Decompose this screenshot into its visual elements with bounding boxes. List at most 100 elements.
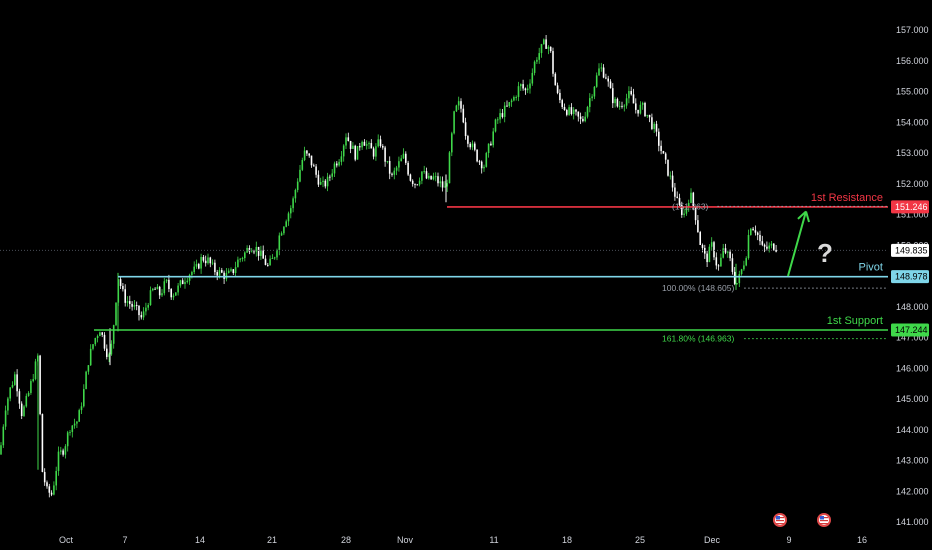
candle-320	[736, 283, 738, 285]
x-tick-label: Oct	[59, 535, 74, 545]
candle-117	[269, 255, 271, 266]
y-tick-label: 155.000	[896, 87, 929, 97]
svg-text:151.246: 151.246	[895, 202, 928, 212]
candle-60	[138, 305, 140, 321]
y-tick-label: 153.000	[896, 148, 929, 158]
candle-96	[221, 267, 223, 274]
candle-189	[434, 172, 437, 182]
candle-292	[671, 170, 674, 192]
candle-175	[402, 148, 405, 160]
y-tick-label: 148.000	[896, 302, 929, 312]
candle-205	[471, 140, 474, 151]
candle-306	[704, 244, 706, 259]
us-flag-icon[interactable]	[817, 513, 831, 527]
candle-256	[589, 93, 591, 113]
pivot-level[interactable]: Pivot	[118, 262, 888, 278]
candle-268	[616, 97, 619, 108]
candle-172	[395, 165, 398, 176]
candle-35	[80, 402, 83, 414]
candle-227	[522, 79, 524, 91]
candle-286	[658, 128, 660, 152]
candle-168	[386, 160, 389, 164]
resistance-level[interactable]: 1st Resistance	[447, 192, 888, 208]
y-tick-label: 141.000	[896, 517, 929, 527]
candle-36	[83, 384, 85, 408]
candle-137	[315, 164, 317, 178]
x-tick-label: Dec	[704, 535, 721, 545]
candle-216	[497, 117, 499, 124]
candle-218	[501, 109, 504, 119]
candle-295	[678, 193, 681, 207]
candle-325	[747, 229, 750, 260]
candle-85	[195, 259, 198, 269]
candle-234	[538, 47, 540, 64]
candle-324	[745, 256, 747, 267]
candle-312	[717, 264, 720, 271]
candle-271	[623, 104, 626, 112]
candle-229	[526, 84, 529, 94]
us-flag-icon[interactable]	[773, 513, 787, 527]
svg-text:147.244: 147.244	[895, 325, 928, 335]
candle-207	[476, 149, 478, 163]
candle-22	[50, 490, 53, 497]
candle-273	[628, 86, 630, 104]
candle-72	[165, 278, 168, 284]
candle-266	[612, 83, 614, 108]
candle-3	[7, 396, 9, 415]
candle-290	[667, 159, 669, 177]
candle-144	[331, 169, 333, 180]
candle-84	[193, 261, 195, 275]
candle-169	[388, 156, 391, 180]
candle-275	[632, 88, 635, 104]
candle-248	[570, 103, 573, 116]
pivot-label: Pivot	[859, 262, 883, 274]
candle-151	[347, 132, 350, 142]
candle-32	[73, 418, 76, 429]
candle-91	[209, 256, 212, 268]
candle-139	[319, 177, 322, 186]
y-axis[interactable]: 157.000 156.000 155.000 154.000 153.000 152.0…	[891, 25, 929, 527]
candle-199	[457, 96, 460, 110]
y-tick-label: 154.000	[896, 117, 929, 127]
candle-89	[204, 255, 207, 267]
candle-55	[126, 296, 129, 307]
candle-30	[69, 429, 71, 436]
candle-69	[158, 285, 161, 299]
candle-28	[64, 444, 67, 459]
candle-277	[637, 109, 639, 117]
candle-335	[770, 241, 773, 249]
candle-254	[584, 111, 586, 123]
candle-237	[545, 35, 547, 50]
candle-160	[368, 141, 370, 150]
candle-259	[595, 72, 598, 88]
candle-142	[326, 172, 329, 192]
candle-265	[609, 79, 612, 89]
candle-298	[685, 206, 688, 216]
fib-level-2: 161.80% (146.963)	[662, 334, 888, 344]
candle-146	[336, 161, 338, 168]
candle-322	[740, 268, 743, 276]
x-axis[interactable]: Oct 7 14 21 28 Nov 11 18 25 Dec 9 16	[59, 535, 867, 545]
fib-label: (151.263)	[672, 201, 709, 211]
y-tick-label: 157.000	[896, 25, 929, 35]
candle-332	[763, 243, 766, 253]
resistance-label: 1st Resistance	[811, 192, 883, 204]
event-markers[interactable]	[773, 513, 831, 527]
candle-148	[340, 150, 343, 166]
support-level[interactable]: 1st Support	[94, 315, 888, 331]
candle-54	[124, 284, 126, 307]
candle-287	[660, 140, 662, 155]
candle-317	[729, 249, 731, 262]
candle-155	[356, 146, 359, 160]
candle-315	[724, 243, 727, 255]
candle-209	[480, 160, 483, 174]
candle-191	[439, 176, 442, 188]
candle-269	[618, 101, 621, 110]
candle-241	[554, 72, 557, 86]
candle-314	[722, 243, 724, 259]
candle-24	[55, 466, 57, 491]
candle-201	[462, 104, 465, 124]
candle-58	[133, 300, 136, 310]
